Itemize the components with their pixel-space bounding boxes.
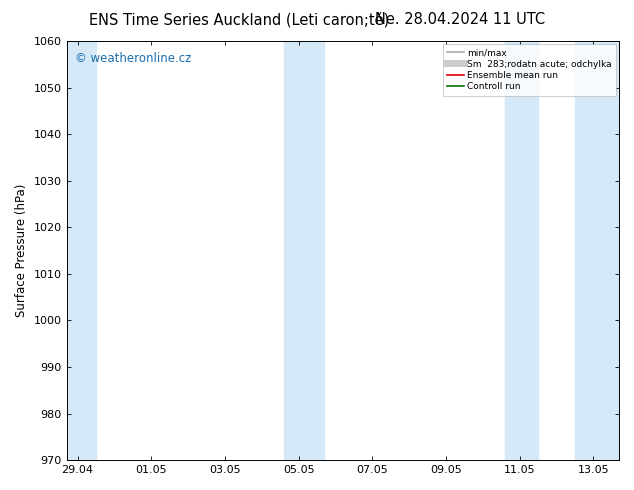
- Bar: [505, 41, 538, 460]
- Y-axis label: Surface Pressure (hPa): Surface Pressure (hPa): [15, 184, 28, 318]
- Bar: [67, 41, 96, 460]
- Legend: min/max, Sm  283;rodatn acute; odchylka, Ensemble mean run, Controll run: min/max, Sm 283;rodatn acute; odchylka, …: [443, 44, 616, 96]
- Bar: [284, 41, 325, 460]
- Text: Ne. 28.04.2024 11 UTC: Ne. 28.04.2024 11 UTC: [375, 12, 545, 27]
- Text: © weatheronline.cz: © weatheronline.cz: [75, 51, 191, 65]
- Text: ENS Time Series Auckland (Leti caron;tě): ENS Time Series Auckland (Leti caron;tě): [89, 12, 389, 28]
- Bar: [575, 41, 619, 460]
